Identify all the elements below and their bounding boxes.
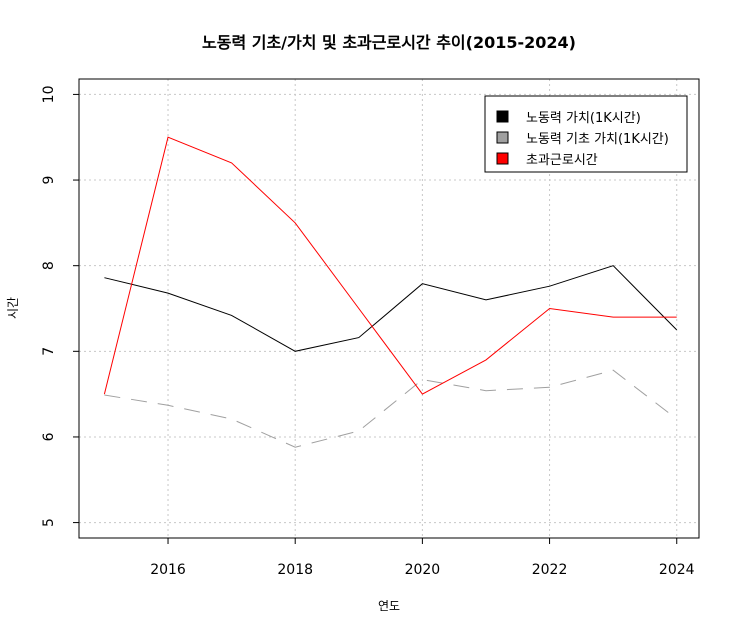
legend-swatch <box>496 131 509 144</box>
x-tick-label: 2018 <box>277 562 313 578</box>
x-tick-label: 2024 <box>659 562 695 578</box>
x-tick-label: 2016 <box>150 562 186 578</box>
y-axis: 5 6 7 8 9 10 <box>41 86 79 527</box>
y-axis-title: 시간 <box>6 297 20 319</box>
y-tick-label: 7 <box>41 347 57 356</box>
x-axis: 2016 2018 2020 2022 2024 <box>150 538 695 578</box>
y-tick-label: 9 <box>41 176 57 185</box>
x-tick-label: 2022 <box>532 562 568 578</box>
series-line-3 <box>103 136 677 395</box>
legend-swatch <box>496 152 509 165</box>
y-tick-label: 6 <box>41 432 57 441</box>
legend-label: 초과근로시간 <box>526 153 598 168</box>
x-axis-title: 연도 <box>378 599 400 613</box>
legend: 노동력 가치(1K시간) 노동력 기초 가치(1K시간) 초과근로시간 <box>484 95 688 173</box>
legend-label: 노동력 가치(1K시간) <box>526 111 641 126</box>
legend-label: 노동력 기초 가치(1K시간) <box>526 132 669 147</box>
y-tick-label: 8 <box>41 261 57 270</box>
series-line-1 <box>104 265 678 352</box>
series-line-2 <box>104 369 678 448</box>
legend-swatch <box>496 110 509 123</box>
legend-box <box>484 95 688 173</box>
y-tick-label: 5 <box>41 518 57 527</box>
y-tick-label: 10 <box>41 86 57 104</box>
series-lines <box>103 136 678 448</box>
chart-title: 노동력 기초/가치 및 초과근로시간 추이(2015-2024) <box>202 33 576 52</box>
x-tick-label: 2020 <box>405 562 441 578</box>
plot-frame <box>78 78 700 539</box>
